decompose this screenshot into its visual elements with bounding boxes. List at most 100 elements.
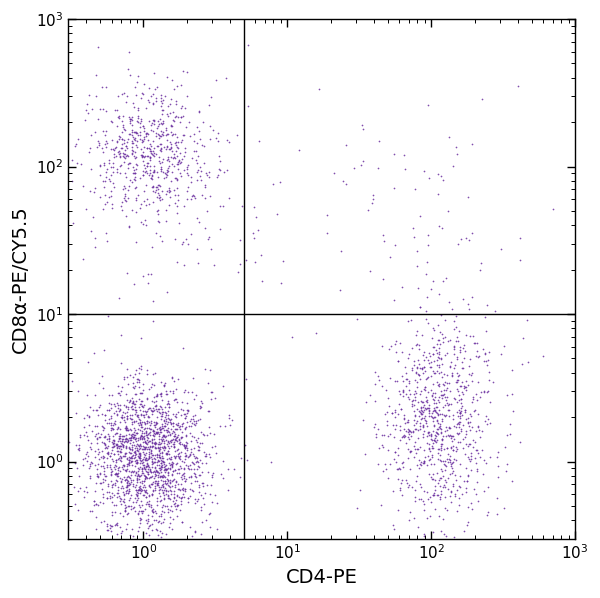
Point	[200, 180, 210, 190]
Point	[146, 173, 156, 183]
Point	[173, 418, 182, 428]
Point	[130, 425, 140, 435]
Point	[500, 442, 510, 451]
Point	[161, 389, 170, 399]
Point	[156, 471, 166, 480]
Point	[402, 374, 412, 384]
Point	[196, 470, 205, 480]
Point	[182, 91, 192, 101]
Point	[100, 130, 110, 140]
Point	[454, 371, 463, 380]
Point	[458, 343, 467, 353]
Point	[187, 388, 196, 397]
Point	[127, 451, 137, 461]
Point	[125, 493, 135, 503]
Point	[130, 456, 139, 466]
Point	[103, 525, 112, 535]
Point	[116, 160, 126, 169]
Point	[442, 410, 451, 420]
Point	[443, 383, 452, 392]
Point	[376, 500, 386, 509]
Point	[137, 466, 147, 476]
Point	[133, 451, 142, 460]
Point	[179, 472, 189, 481]
Point	[146, 269, 155, 279]
Point	[131, 405, 141, 415]
Point	[94, 402, 104, 411]
Point	[145, 441, 155, 451]
Point	[111, 151, 121, 160]
Point	[140, 443, 149, 452]
Point	[168, 426, 178, 436]
Point	[436, 428, 446, 438]
Point	[338, 176, 347, 185]
Point	[403, 424, 413, 434]
Point	[164, 167, 173, 176]
Point	[169, 107, 178, 117]
Point	[464, 422, 473, 431]
Point	[107, 488, 116, 498]
Point	[218, 201, 227, 210]
Point	[151, 476, 161, 486]
Point	[446, 451, 455, 461]
Point	[158, 470, 167, 480]
Point	[113, 465, 123, 474]
Point	[146, 502, 156, 512]
Point	[131, 237, 141, 247]
Point	[148, 519, 157, 529]
Point	[170, 138, 179, 148]
Point	[177, 432, 187, 442]
Point	[104, 431, 114, 441]
Point	[181, 411, 191, 421]
Point	[472, 395, 481, 405]
Point	[97, 410, 107, 419]
Point	[180, 451, 190, 460]
Point	[411, 368, 421, 377]
Point	[95, 432, 104, 442]
Point	[109, 399, 119, 409]
Point	[130, 399, 140, 408]
Point	[110, 448, 119, 458]
Point	[134, 447, 143, 456]
Point	[383, 445, 393, 454]
Point	[443, 337, 453, 346]
Point	[397, 432, 407, 442]
Point	[424, 404, 433, 413]
Point	[124, 455, 134, 465]
Point	[124, 129, 134, 138]
Point	[186, 229, 196, 239]
Point	[146, 141, 156, 151]
Point	[182, 164, 191, 174]
Point	[436, 527, 446, 536]
Point	[131, 169, 140, 178]
Point	[149, 144, 158, 153]
Point	[438, 471, 448, 481]
Point	[86, 461, 95, 471]
Point	[143, 278, 153, 288]
Point	[359, 156, 368, 166]
Point	[182, 440, 191, 450]
Point	[196, 455, 205, 465]
Point	[148, 403, 158, 413]
Point	[92, 434, 102, 443]
Point	[127, 435, 136, 445]
Point	[112, 469, 122, 478]
Point	[193, 445, 203, 454]
Point	[473, 445, 482, 454]
Point	[116, 447, 125, 457]
Point	[163, 486, 173, 496]
Point	[185, 451, 194, 460]
Point	[151, 185, 161, 194]
Point	[136, 451, 145, 461]
Point	[439, 337, 448, 346]
Point	[144, 437, 154, 446]
Point	[436, 425, 445, 434]
Point	[126, 432, 136, 441]
Point	[166, 176, 175, 186]
Point	[169, 451, 179, 461]
Point	[95, 497, 105, 507]
Point	[421, 404, 431, 414]
Point	[95, 469, 105, 479]
Point	[174, 453, 184, 463]
Point	[187, 478, 196, 488]
